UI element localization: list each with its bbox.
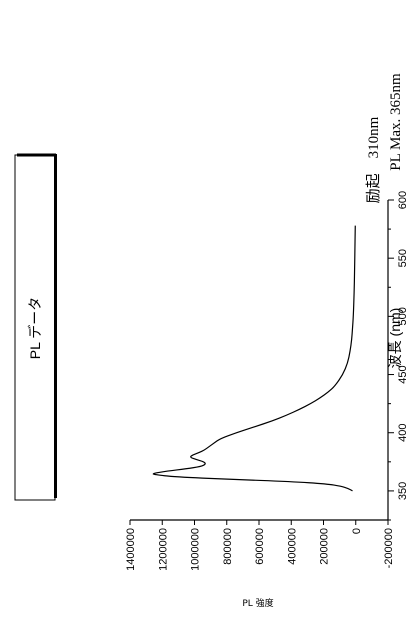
pl-series-line bbox=[152, 225, 356, 492]
x-axis-label: 波長 (nm) bbox=[387, 308, 403, 369]
y-tick-label: 400000 bbox=[286, 528, 298, 565]
excitation-annotation: 励起 310nm bbox=[365, 116, 382, 203]
y-tick-label: 800000 bbox=[222, 528, 234, 565]
x-tick-label: 400 bbox=[397, 424, 409, 442]
x-tick-label: 550 bbox=[397, 249, 409, 267]
y-tick-label: 1000000 bbox=[190, 528, 202, 571]
x-tick-label: 500 bbox=[397, 307, 409, 325]
chart-title: PL データ bbox=[27, 297, 43, 360]
y-tick-label: 1200000 bbox=[157, 528, 169, 571]
y-tick-label: 0 bbox=[351, 528, 363, 534]
x-tick-label: 450 bbox=[397, 365, 409, 383]
y-axis-label: PL 強度 bbox=[242, 597, 273, 609]
x-tick-label: 350 bbox=[397, 482, 409, 500]
x-tick-label: 600 bbox=[397, 191, 409, 209]
y-tick-label: 1400000 bbox=[125, 528, 137, 571]
axes bbox=[130, 200, 389, 521]
ticks: 350 400 450 500 550 600 -200000 0 200000 400000 60… bbox=[125, 191, 409, 571]
pl-max-annotation: PL Max. 365nm bbox=[388, 73, 404, 171]
plot-group: PL データ 350 400 450 500 550 600 -200000 0 200000 4… bbox=[14, 73, 409, 609]
y-tick-label: 600000 bbox=[254, 528, 266, 565]
y-tick-label: -200000 bbox=[383, 528, 395, 568]
series-group bbox=[152, 225, 356, 492]
y-tick-label: 200000 bbox=[319, 528, 331, 565]
